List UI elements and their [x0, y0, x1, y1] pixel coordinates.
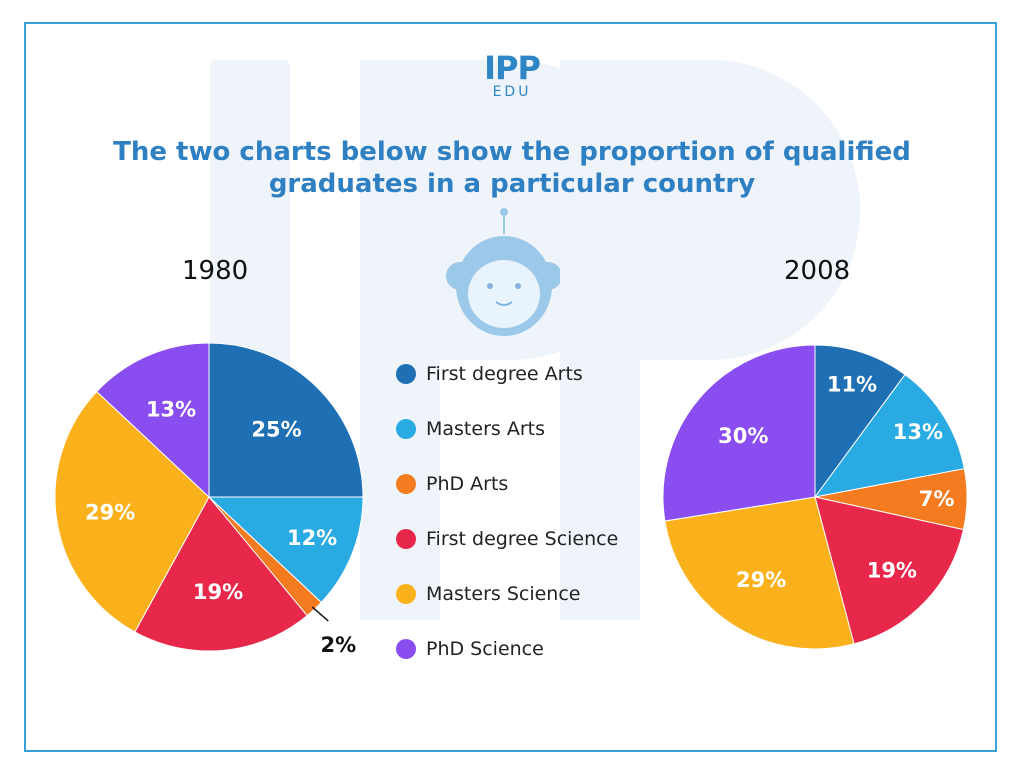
- pie-label-1980-5: 13%: [146, 397, 196, 421]
- pie-label-1980-0: 25%: [251, 417, 301, 441]
- legend-label: Masters Science: [426, 582, 581, 605]
- legend-item: First degree Science: [396, 511, 676, 566]
- title-line-1: The two charts below show the proportion…: [113, 137, 911, 167]
- pie-slice-1980-4: [54, 390, 210, 633]
- ipp-edu-logo: IPP EDU: [462, 52, 562, 100]
- legend-item: PhD Arts: [396, 456, 676, 511]
- pie-slice-2008-3: [814, 496, 965, 645]
- year-label-2008: 2008: [784, 256, 851, 286]
- pie-slice-1980-5: [96, 342, 210, 499]
- pie-label-2008-0: 11%: [827, 372, 877, 396]
- year-label-1980: 1980: [182, 256, 249, 286]
- legend-item: Masters Arts: [396, 401, 676, 456]
- legend-label: First degree Science: [426, 527, 619, 550]
- legend: First degree Arts Masters Arts PhD Arts …: [396, 346, 676, 676]
- legend-swatch: [396, 638, 416, 659]
- pie-slice-1980-3: [134, 496, 308, 652]
- legend-label: Masters Arts: [426, 417, 545, 440]
- legend-swatch: [396, 473, 416, 494]
- pie-slice-2008-1: [813, 373, 965, 498]
- pie-slice-1980-0: [208, 342, 364, 498]
- legend-swatch: [396, 528, 416, 549]
- legend-swatch: [396, 418, 416, 439]
- pie-label-1980-4: 29%: [85, 501, 135, 525]
- pie-slice-2008-0: [814, 344, 906, 499]
- logo-main-text: IPP: [484, 49, 541, 87]
- logo-sub-text: EDU: [492, 84, 532, 100]
- pie-label-2008-1: 13%: [893, 420, 943, 444]
- leader-line: [311, 606, 329, 622]
- legend-item: First degree Arts: [396, 346, 676, 401]
- pie-label-1980-3: 19%: [193, 580, 243, 604]
- legend-swatch: [396, 363, 416, 384]
- pie-label-2008-2: 7%: [919, 487, 955, 511]
- pie-slice-1980-1: [207, 496, 364, 604]
- title-line-2: graduates in a particular country: [268, 169, 756, 199]
- legend-swatch: [396, 583, 416, 604]
- chart-frame: [24, 22, 997, 752]
- legend-label: PhD Science: [426, 637, 544, 660]
- page-title: The two charts below show the proportion…: [80, 136, 944, 200]
- legend-label: First degree Arts: [426, 362, 583, 385]
- pie-label-1980-2: 2%: [320, 633, 356, 657]
- pie-label-2008-5: 30%: [718, 424, 768, 448]
- legend-item: Masters Science: [396, 566, 676, 621]
- monkey-robot-icon: [446, 208, 560, 336]
- legend-label: PhD Arts: [426, 472, 509, 495]
- pie-label-1980-1: 12%: [287, 526, 337, 550]
- pie-slice-2008-4: [664, 496, 855, 650]
- pie-slice-2008-5: [662, 344, 816, 522]
- pie-label-2008-3: 19%: [867, 559, 917, 583]
- legend-item: PhD Science: [396, 621, 676, 676]
- pie-label-2008-4: 29%: [736, 568, 786, 592]
